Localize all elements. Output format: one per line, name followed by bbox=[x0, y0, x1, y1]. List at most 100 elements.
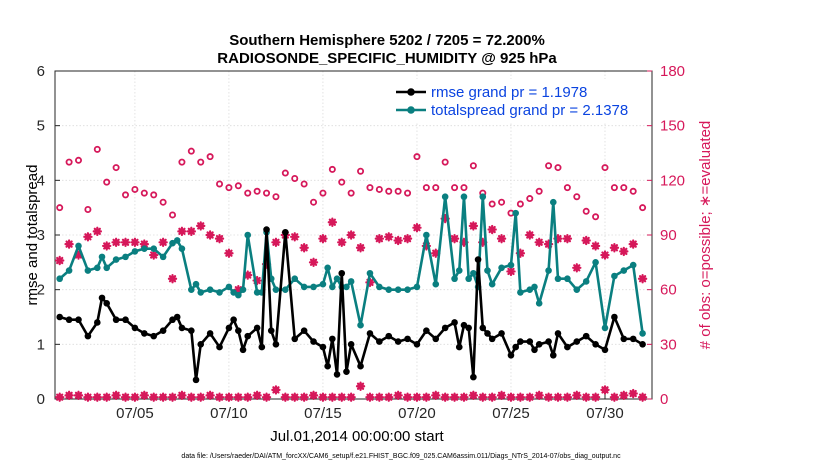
obs-possible-point bbox=[460, 184, 468, 192]
totalspread-series bbox=[56, 193, 646, 337]
rmse-point bbox=[263, 226, 270, 233]
rmse-point bbox=[629, 335, 637, 343]
obs-evaluated-point bbox=[393, 235, 403, 246]
rmse-point bbox=[347, 341, 355, 348]
data-file-footer: data file: /Users/raeder/DAI/ATM_forcXX/… bbox=[181, 453, 621, 460]
obs-zero-evaluated-point bbox=[421, 392, 432, 402]
obs-possible-point bbox=[281, 169, 289, 177]
rmse-point bbox=[103, 300, 111, 307]
obs-possible-point bbox=[347, 189, 355, 197]
obs-possible-point bbox=[112, 164, 120, 172]
rmse-point bbox=[484, 330, 491, 337]
obs-zero-evaluated-point bbox=[337, 392, 347, 402]
obs-zero-possible-point bbox=[103, 393, 110, 401]
obs-evaluated-point bbox=[600, 250, 610, 260]
totalspread-point bbox=[549, 198, 557, 206]
rmse-point bbox=[545, 338, 552, 345]
obs-evaluated-point bbox=[308, 257, 319, 268]
obs-evaluated-point bbox=[120, 237, 131, 247]
rmse-point bbox=[474, 256, 482, 263]
obs-zero-possible-point bbox=[178, 392, 186, 399]
totalspread-point bbox=[103, 264, 111, 272]
obs-evaluated-point bbox=[196, 221, 206, 231]
obs-zero-possible-point bbox=[460, 393, 468, 401]
rmse-point bbox=[235, 327, 242, 334]
rmse-point bbox=[333, 371, 341, 378]
totalspread-point bbox=[451, 275, 458, 283]
totalspread-point bbox=[366, 269, 374, 277]
obs-possible-point bbox=[65, 158, 73, 166]
obs-zero-evaluated-point bbox=[346, 392, 356, 402]
totalspread-point bbox=[460, 193, 468, 201]
obs-evaluated-point bbox=[158, 237, 168, 247]
obs-evaluated-point bbox=[83, 232, 93, 242]
totalspread-point bbox=[413, 283, 421, 291]
totalspread-point bbox=[582, 278, 590, 285]
rmse-point bbox=[291, 335, 299, 343]
obs-zero-evaluated-point bbox=[111, 390, 121, 401]
obs-evaluated-point bbox=[487, 224, 497, 235]
totalspread-point bbox=[376, 283, 383, 291]
totalspread-point bbox=[65, 267, 73, 274]
legend-rmse-marker bbox=[407, 88, 415, 96]
obs-zero-evaluated-point bbox=[177, 390, 187, 401]
rmse-point bbox=[413, 341, 421, 348]
obs-zero-evaluated-point bbox=[449, 392, 460, 402]
rmse-point bbox=[366, 330, 374, 337]
rmse-point bbox=[357, 362, 364, 370]
obs-zero-evaluated-point bbox=[543, 392, 554, 402]
rmse-point bbox=[258, 343, 266, 351]
obs-zero-evaluated-point bbox=[628, 388, 638, 399]
obs-evaluated-point bbox=[233, 284, 244, 295]
obs-possible-point bbox=[300, 180, 308, 188]
obs-zero-possible-point bbox=[498, 392, 505, 399]
obs-zero-evaluated-point bbox=[374, 392, 385, 402]
obs-evaluated-point bbox=[111, 237, 121, 247]
obs-evaluated-point bbox=[534, 237, 544, 247]
x-tick-label: 07/25 bbox=[492, 405, 530, 422]
rmse-point bbox=[159, 327, 167, 334]
rmse-point bbox=[173, 313, 181, 321]
totalspread-point bbox=[244, 231, 252, 239]
obs-evaluated-point bbox=[337, 237, 347, 247]
obs-zero-possible-point bbox=[131, 393, 139, 401]
obs-possible-point bbox=[422, 184, 430, 192]
obs-zero-evaluated-point bbox=[553, 392, 563, 402]
obs-possible-point bbox=[516, 200, 524, 208]
obs-evaluated-point bbox=[515, 248, 526, 258]
obs-possible-point bbox=[93, 145, 101, 153]
rmse-point bbox=[488, 335, 496, 343]
obs-zero-evaluated-point bbox=[506, 392, 516, 402]
obs-zero-evaluated-point bbox=[64, 390, 74, 401]
obs-evaluated-point bbox=[271, 237, 281, 247]
totalspread-point bbox=[498, 264, 505, 272]
obs-zero-possible-point bbox=[507, 393, 515, 401]
obs-evaluated-point bbox=[261, 259, 272, 269]
y-tick-right-label: 30 bbox=[660, 336, 677, 353]
rmse-point bbox=[564, 343, 571, 351]
obs-evaluated-point bbox=[412, 223, 422, 233]
obs-possible-point bbox=[328, 165, 336, 173]
rmse-point bbox=[549, 351, 557, 359]
obs-possible-point bbox=[601, 164, 609, 172]
rmse-point bbox=[267, 327, 275, 334]
totalspread-point bbox=[319, 280, 327, 288]
totalspread-point bbox=[329, 283, 336, 291]
totalspread-point bbox=[404, 286, 411, 293]
rmse-point bbox=[517, 338, 524, 345]
obs-possible-point bbox=[159, 198, 167, 206]
rmse-point bbox=[150, 332, 158, 340]
obs-zero-possible-point bbox=[517, 393, 524, 401]
obs-zero-possible-point bbox=[526, 393, 533, 401]
obs-zero-evaluated-point bbox=[459, 392, 469, 402]
rmse-point bbox=[282, 228, 289, 236]
obs-zero-possible-point bbox=[545, 393, 552, 401]
obs-evaluated-point bbox=[299, 243, 309, 253]
totalspread-point bbox=[455, 267, 463, 274]
rmse-point bbox=[112, 316, 120, 324]
obs-zero-possible-point bbox=[122, 393, 129, 401]
totalspread-point bbox=[394, 286, 402, 293]
obs-evaluated-point bbox=[139, 239, 150, 249]
obs-evaluated-point bbox=[355, 243, 366, 253]
